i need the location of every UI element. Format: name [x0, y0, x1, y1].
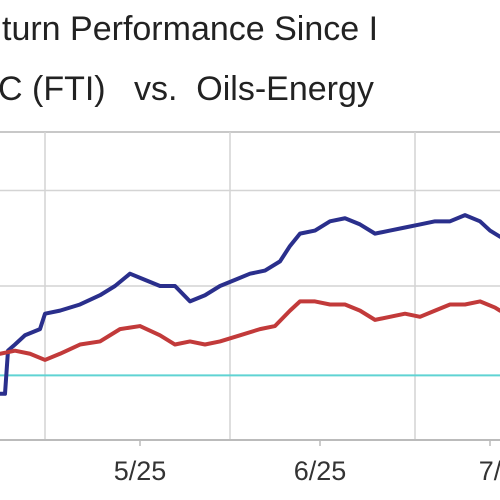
chart-title: turn Performance Since I — [2, 10, 378, 48]
chart-subtitle: C (FTI) vs. Oils-Energy — [0, 70, 374, 108]
x-tick-label: 6/25 — [294, 456, 347, 486]
x-tick-label: 5/25 — [114, 456, 167, 486]
series-line — [0, 213, 500, 396]
series-line — [0, 299, 500, 362]
x-tick-label: 7/ — [479, 456, 500, 486]
